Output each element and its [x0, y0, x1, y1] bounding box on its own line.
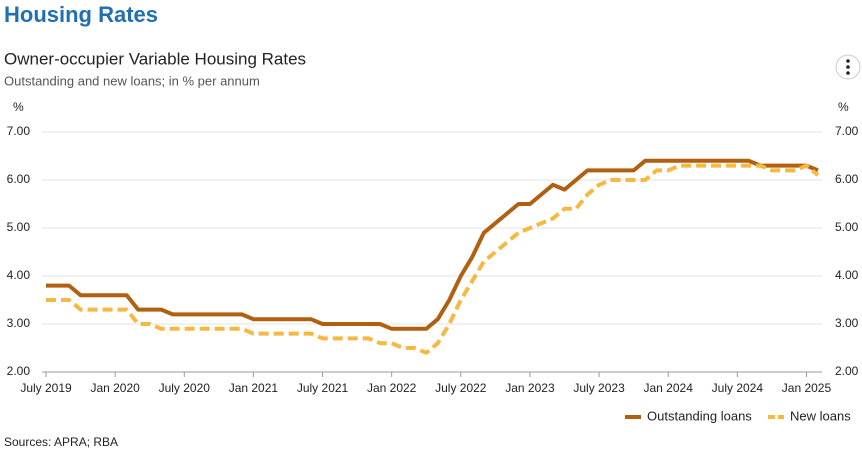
x-tick-label: July 2019: [20, 381, 72, 395]
source-note: Sources: APRA; RBA: [4, 435, 118, 449]
y-axis-label: %: [13, 100, 24, 114]
y-tick-label: 5.00: [7, 220, 31, 234]
y-tick-label: 7.00: [7, 124, 31, 138]
x-tick-label: Jan 2025: [782, 381, 832, 395]
menu-dot: [846, 65, 850, 69]
x-tick-label: Jan 2024: [644, 381, 694, 395]
x-tick-label: Jan 2021: [229, 381, 279, 395]
legend-label: New loans: [790, 408, 851, 423]
series-line: [46, 158, 819, 331]
y2-axis-label: %: [838, 100, 849, 114]
x-tick-label: July 2022: [435, 381, 487, 395]
x-tick-label: July 2021: [297, 381, 349, 395]
y2-tick-label: 7.00: [835, 124, 859, 138]
y2-tick-label: 5.00: [835, 220, 859, 234]
page-title: Housing Rates: [4, 2, 158, 27]
chart-subtitle: Outstanding and new loans; in % per annu…: [4, 73, 260, 88]
y-tick-label: 3.00: [7, 316, 31, 330]
y2-tick-label: 4.00: [835, 268, 859, 282]
series-line: [46, 163, 820, 355]
x-tick-label: Jan 2023: [505, 381, 555, 395]
y-tick-label: 6.00: [7, 172, 31, 186]
legend-label: Outstanding loans: [647, 408, 752, 423]
y-tick-label: 2.00: [7, 364, 31, 378]
y2-tick-label: 2.00: [835, 364, 859, 378]
x-tick-label: Jan 2020: [90, 381, 140, 395]
x-tick-label: July 2023: [573, 381, 625, 395]
menu-button[interactable]: [835, 54, 861, 80]
chart-title: Owner-occupier Variable Housing Rates: [4, 49, 306, 68]
y-tick-label: 4.00: [7, 268, 31, 282]
x-tick-label: July 2020: [159, 381, 211, 395]
menu-dot: [846, 59, 850, 63]
y2-tick-label: 6.00: [835, 172, 859, 186]
y2-tick-label: 3.00: [835, 316, 859, 330]
menu-dot: [846, 71, 850, 75]
x-tick-label: July 2024: [712, 381, 764, 395]
x-tick-label: Jan 2022: [367, 381, 417, 395]
